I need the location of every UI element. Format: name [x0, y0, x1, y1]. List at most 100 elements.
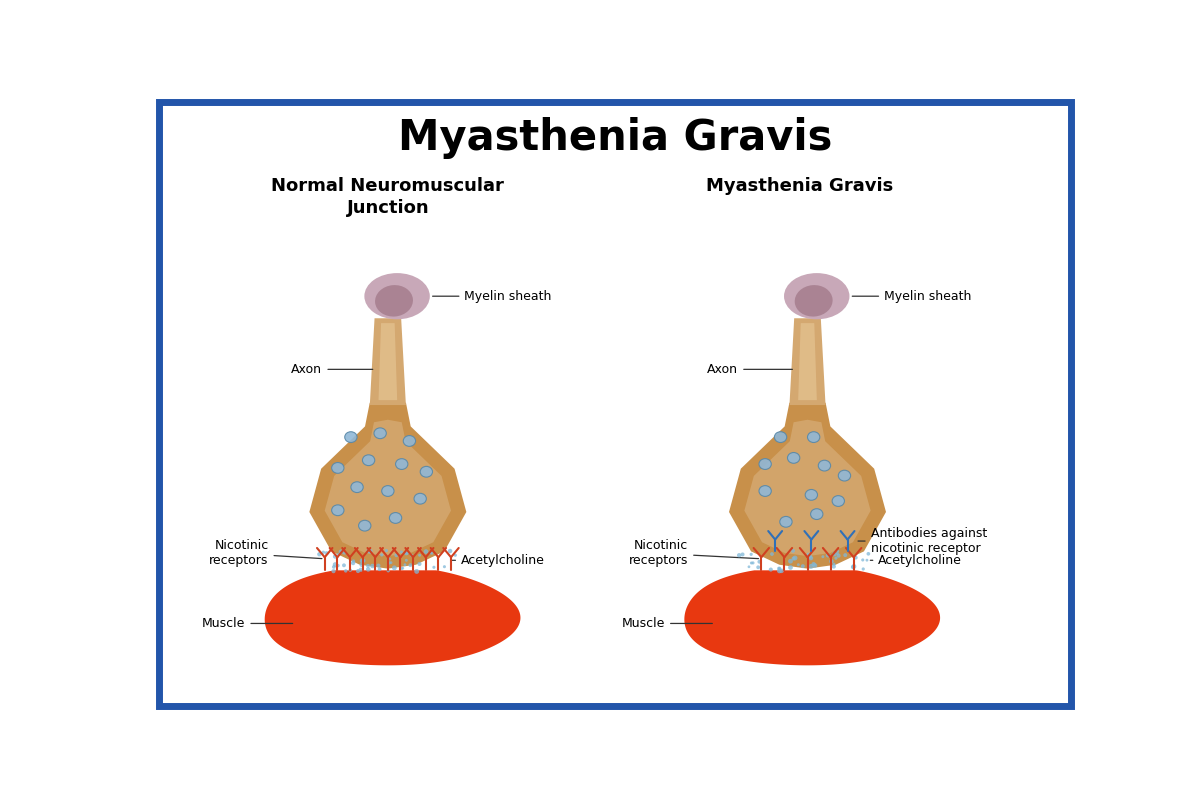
Polygon shape [378, 323, 397, 400]
Text: Myelin sheath: Myelin sheath [852, 290, 972, 302]
Ellipse shape [818, 460, 830, 471]
Circle shape [851, 565, 856, 569]
Ellipse shape [758, 486, 772, 496]
Text: Myasthenia Gravis: Myasthenia Gravis [706, 177, 894, 195]
Ellipse shape [758, 458, 772, 470]
Circle shape [418, 562, 421, 566]
Circle shape [350, 561, 355, 566]
Circle shape [332, 565, 336, 569]
Circle shape [380, 554, 383, 557]
Ellipse shape [839, 470, 851, 481]
Circle shape [852, 564, 857, 569]
Circle shape [356, 569, 360, 573]
Polygon shape [325, 420, 451, 556]
Circle shape [797, 563, 800, 566]
Circle shape [332, 562, 337, 567]
Circle shape [386, 569, 390, 573]
Circle shape [778, 566, 780, 570]
Polygon shape [744, 420, 871, 556]
Ellipse shape [805, 490, 817, 500]
Circle shape [361, 558, 366, 563]
Circle shape [800, 564, 805, 568]
Circle shape [342, 550, 347, 554]
Circle shape [378, 567, 382, 571]
Circle shape [404, 559, 408, 562]
Circle shape [342, 563, 346, 567]
Circle shape [844, 553, 847, 557]
Ellipse shape [344, 432, 358, 442]
Circle shape [424, 550, 428, 554]
Circle shape [829, 559, 834, 564]
Circle shape [832, 564, 836, 569]
Text: Acetylcholine: Acetylcholine [870, 554, 962, 567]
Ellipse shape [376, 285, 413, 317]
Circle shape [431, 552, 433, 554]
Circle shape [332, 554, 337, 558]
Circle shape [400, 567, 403, 570]
Ellipse shape [420, 466, 432, 477]
Circle shape [403, 563, 407, 566]
Ellipse shape [365, 273, 430, 319]
Ellipse shape [794, 285, 833, 317]
Circle shape [788, 559, 793, 563]
Text: Muscle: Muscle [622, 617, 713, 630]
Circle shape [359, 568, 362, 572]
Ellipse shape [808, 432, 820, 442]
Circle shape [406, 551, 409, 554]
Circle shape [854, 556, 858, 559]
Circle shape [757, 560, 761, 564]
Ellipse shape [780, 517, 792, 527]
Circle shape [809, 564, 814, 569]
Text: Axon: Axon [707, 363, 792, 376]
Circle shape [400, 550, 403, 554]
Circle shape [808, 554, 812, 558]
Ellipse shape [810, 509, 823, 519]
Polygon shape [791, 319, 824, 404]
Circle shape [779, 569, 784, 573]
Circle shape [338, 550, 343, 554]
Circle shape [836, 550, 839, 553]
Circle shape [809, 556, 814, 560]
Circle shape [414, 569, 419, 574]
Circle shape [812, 563, 817, 568]
Circle shape [418, 554, 421, 557]
Polygon shape [371, 319, 404, 404]
Circle shape [792, 555, 798, 561]
Circle shape [826, 553, 830, 558]
Ellipse shape [362, 455, 374, 466]
Ellipse shape [331, 505, 344, 516]
Ellipse shape [784, 273, 850, 319]
Text: Nicotinic
receptors: Nicotinic receptors [209, 539, 322, 567]
Ellipse shape [359, 520, 371, 531]
Circle shape [806, 553, 810, 556]
Circle shape [331, 569, 336, 574]
Ellipse shape [350, 482, 364, 493]
Polygon shape [311, 401, 464, 567]
Circle shape [324, 551, 329, 555]
Circle shape [401, 566, 404, 570]
Circle shape [832, 552, 836, 557]
Circle shape [748, 566, 750, 568]
Text: Acetylcholine: Acetylcholine [451, 554, 545, 567]
Circle shape [336, 564, 340, 567]
Text: Muscle: Muscle [202, 617, 293, 630]
Circle shape [737, 553, 742, 558]
Circle shape [366, 567, 371, 572]
Text: Axon: Axon [292, 363, 373, 376]
Circle shape [836, 554, 841, 558]
Circle shape [811, 562, 816, 566]
Circle shape [862, 558, 864, 562]
Text: Normal Neuromuscular
Junction: Normal Neuromuscular Junction [271, 177, 504, 217]
Polygon shape [798, 323, 817, 400]
Circle shape [360, 562, 364, 567]
Circle shape [348, 569, 352, 572]
Circle shape [834, 557, 838, 560]
Circle shape [448, 549, 452, 554]
Polygon shape [265, 570, 521, 666]
Circle shape [432, 566, 436, 569]
Circle shape [385, 549, 388, 552]
Circle shape [344, 569, 348, 573]
Circle shape [388, 562, 391, 565]
Circle shape [370, 564, 374, 568]
Polygon shape [684, 570, 940, 666]
